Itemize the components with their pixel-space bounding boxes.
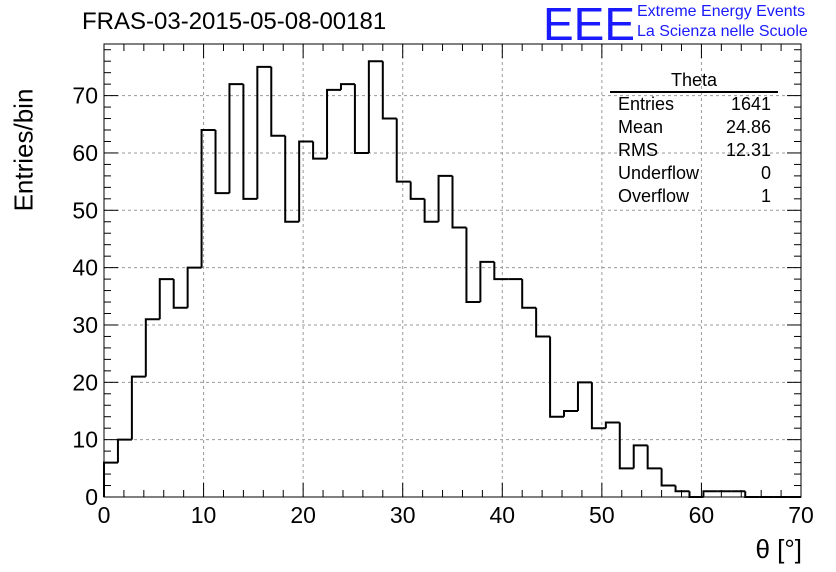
- x-axis-title: θ [°]: [755, 534, 802, 564]
- histogram-bin: [576, 381, 592, 411]
- stats-value: 1641: [730, 94, 771, 114]
- chart-title: FRAS-03-2015-05-08-00181: [82, 8, 387, 35]
- histogram-bin: [395, 118, 411, 183]
- histogram-bin: [590, 382, 606, 430]
- stats-value: 0: [760, 163, 771, 183]
- histogram-bin: [632, 444, 648, 469]
- histogram-bin: [674, 485, 690, 493]
- plot-frame: [103, 43, 802, 498]
- stats-label: RMS: [618, 140, 658, 160]
- histogram-bin: [535, 307, 551, 338]
- logo-line-2: La Scienza nelle Scuole: [637, 23, 808, 40]
- y-tick-label: 40: [72, 255, 98, 281]
- stats-label: Mean: [618, 117, 664, 137]
- y-tick-label: 70: [72, 83, 98, 109]
- x-tick-label: 30: [390, 502, 416, 528]
- histogram-bin: [200, 129, 216, 268]
- y-tick-label: 60: [72, 140, 98, 166]
- stats-label: Underflow: [618, 163, 700, 183]
- stats-value: 1: [760, 186, 771, 206]
- histogram-bin: [618, 422, 634, 470]
- histogram-bin: [256, 65, 272, 199]
- y-tick-label: 30: [72, 312, 98, 338]
- histogram-bin: [284, 135, 300, 223]
- histogram-bin: [214, 130, 230, 195]
- histogram-bin: [744, 491, 760, 498]
- x-tick-label: 50: [589, 502, 615, 528]
- stats-row-mean: Mean 24.86: [610, 116, 778, 139]
- histogram-bin: [353, 84, 369, 154]
- histogram-bin: [298, 140, 314, 222]
- x-tick-label: 20: [290, 502, 316, 528]
- histogram-bin: [479, 260, 495, 303]
- histogram-bin: [660, 468, 676, 487]
- stats-value: 24.86: [725, 117, 771, 137]
- y-axis-title: Entries/bin: [8, 88, 39, 212]
- y-tick-label: 50: [72, 197, 98, 223]
- histogram-bin: [451, 175, 467, 229]
- histogram-bin: [186, 266, 202, 308]
- histogram-bin: [465, 227, 481, 304]
- stats-row-overflow: Overflow 1: [610, 185, 778, 208]
- x-tick-label: 0: [98, 502, 111, 528]
- histogram-bin: [144, 318, 160, 377]
- histogram-bin: [549, 336, 565, 418]
- histogram-bin: [409, 181, 425, 200]
- x-tick-label: 40: [489, 502, 515, 528]
- histogram-bin: [130, 375, 146, 440]
- stats-title: Theta: [610, 70, 778, 93]
- histogram-bin: [116, 438, 132, 463]
- histogram-bin: [172, 279, 188, 309]
- stats-row-entries: Entries 1641: [610, 93, 778, 116]
- stats-label: Entries: [618, 94, 675, 114]
- y-tick-label: 20: [72, 369, 98, 395]
- histogram-bin: [423, 198, 439, 223]
- histogram-bin: [103, 461, 118, 497]
- histogram-bin: [326, 88, 341, 159]
- histogram-bin: [437, 174, 453, 222]
- histogram-bin: [563, 409, 578, 417]
- histogram-bin: [270, 66, 286, 137]
- histogram-bin: [158, 278, 174, 320]
- x-tick-label: 70: [788, 502, 814, 528]
- stats-label: Overflow: [618, 186, 690, 206]
- stats-value: 12.31: [725, 140, 771, 160]
- histogram-bin: [702, 490, 718, 497]
- histogram-bin: [242, 84, 258, 200]
- x-tick-label: 60: [689, 502, 715, 528]
- logo-line-1: Extreme Energy Events: [637, 3, 806, 20]
- histogram-bin: [521, 279, 537, 309]
- histogram-bin: [312, 141, 328, 160]
- histogram-bin: [339, 83, 355, 90]
- histogram-bin: [228, 83, 244, 194]
- stats-box: Theta Entries 1641 Mean 24.86 RMS 12.31 …: [610, 70, 778, 208]
- y-tick-label: 0: [85, 484, 98, 510]
- svg-text:EEE: EEE: [543, 2, 633, 46]
- stats-row-underflow: Underflow 0: [610, 162, 778, 185]
- histogram-bin: [381, 61, 397, 120]
- histogram-bin: [367, 60, 383, 153]
- stats-row-rms: RMS 12.31: [610, 139, 778, 162]
- histogram-bin: [604, 421, 620, 429]
- eee-logo-icon: EEE: [543, 2, 633, 46]
- histogram-bin: [493, 261, 509, 281]
- y-tick-label: 10: [72, 427, 98, 453]
- histogram-bin: [646, 445, 662, 470]
- x-tick-label: 10: [191, 502, 217, 528]
